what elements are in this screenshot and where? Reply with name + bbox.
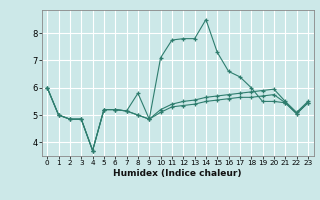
X-axis label: Humidex (Indice chaleur): Humidex (Indice chaleur) xyxy=(113,169,242,178)
